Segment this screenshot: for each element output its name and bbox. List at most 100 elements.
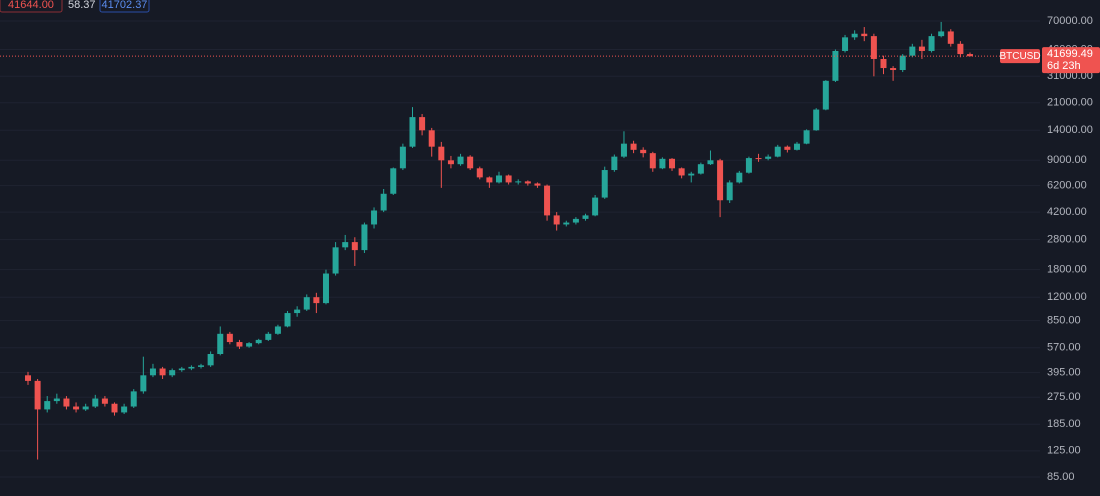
candle-body xyxy=(409,117,416,147)
candles xyxy=(25,21,973,460)
candle-body xyxy=(140,375,147,392)
candle-body xyxy=(178,368,185,371)
candle-body xyxy=(149,368,156,376)
candle-body xyxy=(73,406,80,410)
y-tick-label: 125.00 xyxy=(1047,445,1081,457)
candle-body xyxy=(736,172,743,183)
candle-body xyxy=(784,146,791,150)
candle-body xyxy=(351,242,358,251)
candle-body xyxy=(322,273,329,304)
candle-body xyxy=(303,297,310,310)
candle-body xyxy=(832,50,839,81)
candle-body xyxy=(524,181,531,184)
candle-body xyxy=(332,247,339,274)
candle-body xyxy=(342,242,349,248)
candle-body xyxy=(880,58,887,69)
candle-body xyxy=(947,31,954,44)
candle-body xyxy=(649,153,656,169)
last-price-label: 41699.49 xyxy=(1047,48,1093,60)
candle-body xyxy=(226,333,233,343)
y-tick-label: 570.00 xyxy=(1047,342,1081,354)
candle-body xyxy=(851,33,858,38)
y-tick-label: 14000.00 xyxy=(1047,124,1093,136)
symbol-box xyxy=(1000,49,1040,64)
y-tick-label: 21000.00 xyxy=(1047,97,1093,109)
y-tick-label: 9000.00 xyxy=(1047,154,1087,166)
y-tick-label: 275.00 xyxy=(1047,391,1081,403)
candle-body xyxy=(938,31,945,37)
candle-body xyxy=(121,406,128,413)
candle-body xyxy=(544,185,551,216)
candle-body xyxy=(467,156,474,169)
candle-body xyxy=(419,117,426,131)
candle-body xyxy=(774,146,781,157)
price-box xyxy=(1042,47,1100,74)
candle-body xyxy=(967,54,973,57)
candle-body xyxy=(496,175,502,183)
y-tick-label: 1800.00 xyxy=(1047,264,1087,276)
y-tick-label: 31000.00 xyxy=(1047,70,1093,82)
candle-body xyxy=(101,398,108,404)
candle-body xyxy=(515,181,522,183)
candle-body xyxy=(957,43,964,55)
candle-body xyxy=(918,46,925,51)
candle-body xyxy=(457,156,464,165)
candle-body xyxy=(399,146,406,169)
candle-body xyxy=(630,143,637,150)
candle-body xyxy=(611,156,618,171)
y-tick-label: 850.00 xyxy=(1047,315,1081,327)
candle-body xyxy=(890,68,897,71)
legend-close: 41644.00 xyxy=(8,0,54,11)
legend-change: 58.37 xyxy=(68,0,96,11)
candle-body xyxy=(505,175,512,183)
candle-body xyxy=(755,158,762,160)
candle-body xyxy=(82,406,89,410)
candle-body xyxy=(620,143,627,157)
bid-box xyxy=(99,0,150,13)
candle-body xyxy=(92,398,99,407)
candle-body xyxy=(842,37,849,51)
candle-body xyxy=(486,177,493,183)
candle-body xyxy=(553,215,560,225)
candle-body xyxy=(669,158,676,169)
countdown-label: 6d 23h xyxy=(1047,60,1081,72)
candle-body xyxy=(870,36,877,59)
candle-body xyxy=(582,215,589,219)
candle-body xyxy=(803,130,810,144)
candle-body xyxy=(284,313,291,327)
y-tick-label: 6200.00 xyxy=(1047,180,1087,192)
candle-body xyxy=(928,36,935,51)
legend-bid: 41702.37 xyxy=(102,0,148,11)
candle-body xyxy=(246,343,253,347)
candle-body xyxy=(380,193,387,211)
candle-body xyxy=(899,55,906,71)
candle-body xyxy=(236,342,243,347)
candle-body xyxy=(188,366,195,369)
candle-body xyxy=(745,158,752,173)
y-tick-label: 70000.00 xyxy=(1047,15,1093,27)
candle-body xyxy=(428,130,435,147)
y-tick-label: 2800.00 xyxy=(1047,234,1087,246)
candle-body xyxy=(765,156,772,159)
candle-body xyxy=(198,365,205,367)
candle-body xyxy=(371,210,378,225)
candle-body xyxy=(159,368,166,376)
candle-body xyxy=(909,46,916,56)
candle-body xyxy=(659,158,666,169)
y-tick-label: 1200.00 xyxy=(1047,291,1087,303)
candle-body xyxy=(217,333,224,355)
candle-body xyxy=(861,33,868,37)
candle-body xyxy=(572,218,579,223)
candle-body xyxy=(361,224,368,251)
candle-body xyxy=(563,222,570,225)
candle-body xyxy=(822,80,829,110)
candle-body xyxy=(534,183,541,186)
candle-body xyxy=(601,170,608,198)
grid xyxy=(0,20,1040,478)
candle-body xyxy=(697,164,704,174)
candle-body xyxy=(169,370,176,376)
candle-body xyxy=(688,173,695,176)
candle-body xyxy=(130,391,137,407)
